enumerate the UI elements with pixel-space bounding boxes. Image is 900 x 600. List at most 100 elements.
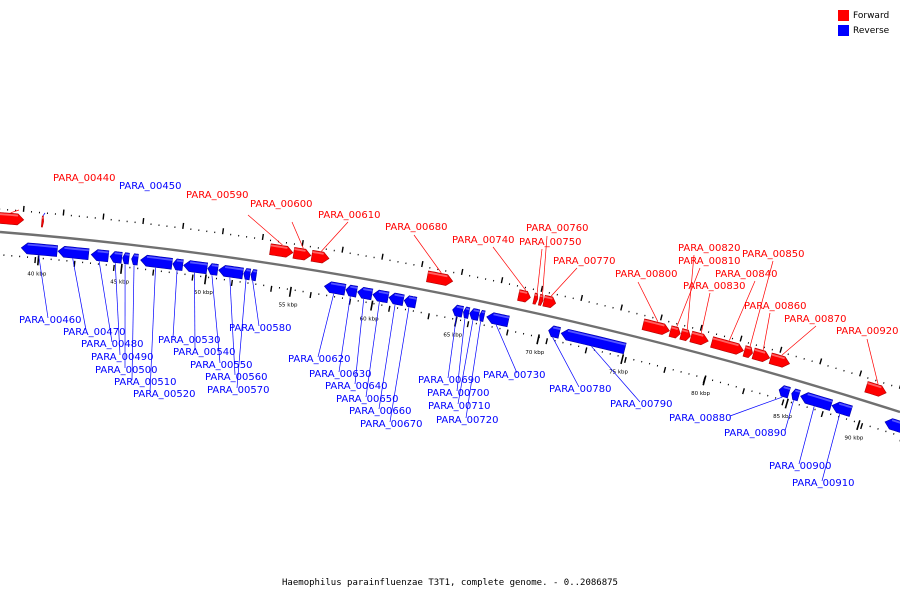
scale-tick [309,291,312,299]
leader-line [457,320,474,405]
leader-line [338,296,351,373]
gene-highlight [408,296,417,300]
leader-line [798,406,815,465]
gene-highlight [253,270,257,273]
leader-line [413,234,442,274]
gene-label: PARA_00760 [526,223,588,234]
gene-highlight [644,319,665,327]
scale-tick [388,305,391,312]
gene-arrow-para_00770 [542,294,557,309]
scale-tick [540,285,544,292]
gene-label: PARA_00520 [133,389,195,400]
gene-label: PARA_00870 [784,314,846,325]
gene-label: PARA_00780 [549,384,611,395]
scale-tick [460,268,464,276]
gene-highlight [682,329,689,333]
leader-line [456,318,466,392]
scale-tick [620,304,623,311]
gene-label: PARA_00770 [553,256,615,267]
leader-line [291,221,304,249]
scale-tick [580,294,584,302]
gene-label: PARA_00530 [158,335,220,346]
scale-tick [858,370,863,377]
leader-line [495,324,518,374]
gene-label: PARA_00470 [63,327,125,338]
legend-reverse: Reverse [838,23,889,38]
gene-label: PARA_00850 [742,249,804,260]
leader-line [447,316,457,379]
gene-highlight [544,296,553,300]
leader-line [321,221,349,252]
gene-highlight [270,244,288,249]
gene-highlight [211,264,219,267]
leader-line [492,246,527,291]
kbp-label: 70 kbp [525,350,544,356]
gene-highlight [42,216,44,219]
scale-tick [739,335,743,342]
gene-label: PARA_00700 [427,388,489,399]
gene-highlight [553,326,561,330]
gene-label: PARA_00560 [205,372,267,383]
scale-tick [102,213,105,220]
gene-highlight [473,309,480,313]
gene-label: PARA_00550 [190,360,252,371]
gene-label: PARA_00840 [715,269,777,280]
leader-line [38,255,49,319]
leader-line [10,209,20,214]
gene-highlight [534,293,538,297]
gene-label: PARA_00510 [114,377,176,388]
gene-arrow-para_00800 [641,318,670,335]
gene-highlight [312,251,324,255]
scale-tick [742,388,745,395]
scale-tick [34,257,37,264]
gene-label: PARA_00860 [744,301,806,312]
scale-tick [860,423,864,430]
gene-highlight [783,386,791,390]
gene-arrow-para_00860 [751,347,771,363]
kbp-tick [203,274,207,285]
scale-tick [781,399,785,406]
gene-highlight [465,307,470,311]
scale-tick [261,233,265,241]
leader-line [700,292,711,334]
gene-highlight [114,252,123,255]
gene-highlight [97,250,109,254]
scale-tick [500,277,504,284]
gene-label: PARA_00490 [91,352,153,363]
gene-highlight [807,393,833,403]
kbp-tick [536,334,540,345]
gene-label: PARA_00590 [186,190,248,201]
gene-label: PARA_00500 [95,365,157,376]
gene-label: PARA_00450 [119,181,181,192]
gene-arrow-para_00840 [710,336,744,355]
gene-highlight [456,305,464,309]
leader-line [389,307,410,423]
leader-line [365,301,380,398]
scale-tick [779,346,783,353]
gene-highlight [378,290,389,295]
scale-tick [182,222,185,229]
scale-tick [466,321,470,328]
gene-arrow-para_00740 [517,289,531,303]
gene-highlight [363,288,373,292]
leader-line [676,267,701,327]
leader-line [72,258,87,331]
gene-highlight [771,353,785,360]
gene-highlight [125,253,130,256]
kbp-tick [36,255,40,266]
leader-line [781,325,817,356]
kbp-tick [370,300,374,311]
scale-tick [341,246,344,253]
leader-line [821,414,841,482]
leader-line [252,280,260,327]
gene-arrow-para_00870 [768,352,791,368]
gene-label: PARA_00600 [250,199,312,210]
scale-tick [663,366,667,374]
gene-arrow-para_00600 [292,247,312,261]
kbp-tick [784,398,789,409]
scale-tick [62,209,65,216]
kbp-label: 40 kbp [27,271,46,277]
genome-caption: Haemophilus parainfluenzae T3T1, complet… [282,578,618,588]
gene-highlight [225,266,244,271]
